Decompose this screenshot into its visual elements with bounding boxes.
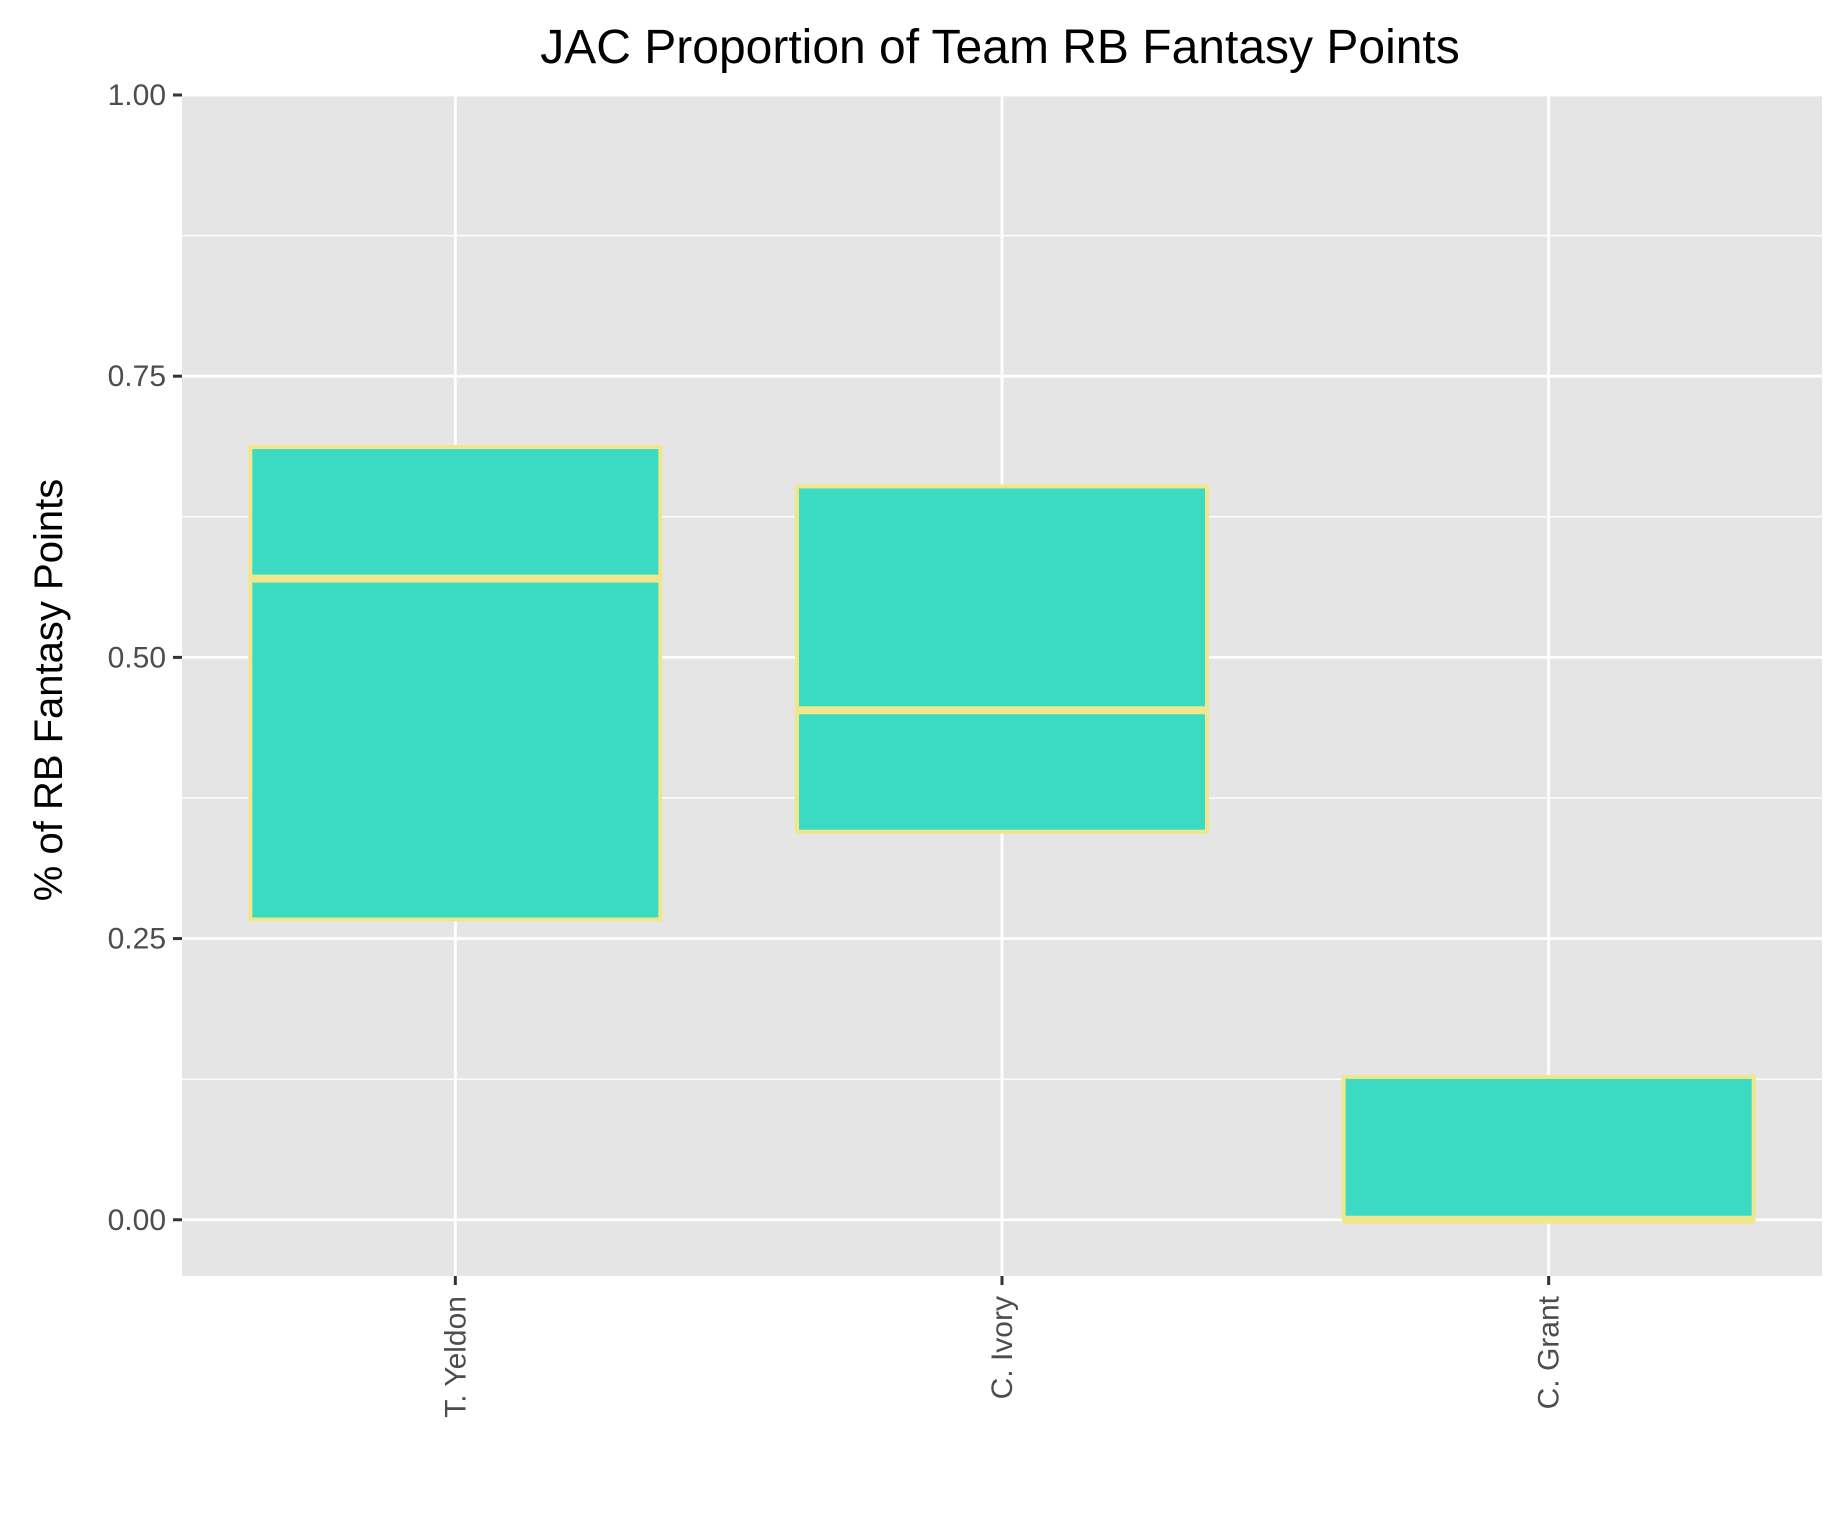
box-body [1341,1074,1756,1222]
x-tick-label: T. Yeldon [439,1296,472,1418]
y-tick-label: 0.00 [108,1204,166,1237]
box-series [248,445,1756,1224]
box-3 [1341,1074,1756,1224]
y-tick-label: 1.00 [108,79,166,112]
chart-title: JAC Proportion of Team RB Fantasy Points [540,21,1460,74]
y-axis: 0.00 0.25 0.50 0.75 1.00 [108,79,182,1237]
box-2 [795,484,1209,834]
x-axis: T. Yeldon C. Ivory C. Grant [439,1276,1566,1418]
box-body [795,484,1209,834]
x-tick-label: C. Ivory [986,1296,1019,1399]
y-tick-label: 0.50 [108,641,166,674]
y-axis-label: % of RB Fantasy Points [27,479,71,901]
box-body [248,445,663,922]
y-tick-label: 0.25 [108,923,166,956]
box-1 [248,445,663,922]
x-tick-label: C. Grant [1533,1295,1566,1409]
y-tick-label: 0.75 [108,360,166,393]
